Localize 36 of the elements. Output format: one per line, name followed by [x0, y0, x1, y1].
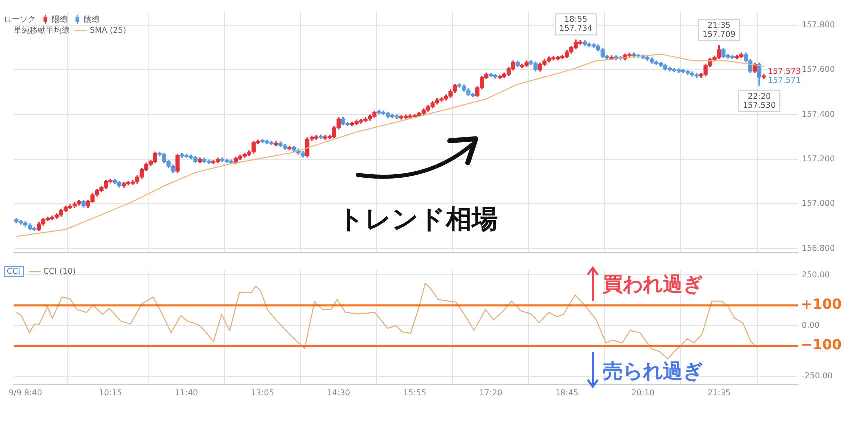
y-tick-label: 157.000 — [802, 199, 836, 208]
legend-title: ローソク — [4, 15, 36, 24]
y-tick-label: 157.800 — [802, 20, 836, 30]
annotation: トレンド相場 — [338, 204, 498, 237]
annotation: 18:55 157.734 — [560, 15, 593, 34]
y-tick-label: 0.00 — [802, 320, 820, 330]
y-tick-label: -250.00 — [802, 371, 833, 380]
legend-label: SMA (25) — [89, 26, 126, 35]
legend-label: CCI (10) — [42, 267, 76, 276]
y-tick-label: 156.800 — [802, 244, 836, 253]
legend-label: 陰線 — [83, 15, 100, 24]
y-tick-label: 157.400 — [802, 110, 836, 119]
x-tick-label: 17:20 — [479, 388, 503, 398]
annotation: 22:20 157.530 — [742, 92, 776, 110]
x-tick-label: 18:45 — [556, 388, 579, 398]
legend-title: CCI — [4, 266, 24, 277]
x-tick-label: 9/9 8:40 — [8, 388, 42, 398]
legend-label: 陽線 — [51, 15, 68, 24]
x-tick-label: 10:15 — [99, 388, 122, 398]
annotation: 157.571 — [768, 76, 802, 85]
y-tick-label: 157.200 — [802, 154, 836, 164]
x-tick-label: 15:55 — [403, 388, 426, 398]
annotation: 21:35 157.709 — [702, 20, 736, 39]
y-tick-label: 157.600 — [802, 65, 836, 74]
annotation: 買われ過ぎ — [603, 271, 703, 298]
x-tick-label: 21:35 — [708, 388, 731, 398]
x-tick-label: 13:05 — [251, 388, 274, 398]
x-tick-label: 20:10 — [632, 388, 655, 398]
annotation: 単純移動平均線 — [14, 26, 70, 35]
x-tick-label: 14:30 — [327, 388, 350, 398]
y-tick-label: 250.00 — [802, 270, 830, 280]
annotation: 157.573 — [768, 67, 802, 76]
ref-line-label: −100 — [801, 338, 842, 354]
x-tick-label: 11:40 — [175, 388, 198, 398]
annotation: 売られ過ぎ — [603, 358, 703, 385]
ref-line-label: +100 — [801, 297, 842, 314]
